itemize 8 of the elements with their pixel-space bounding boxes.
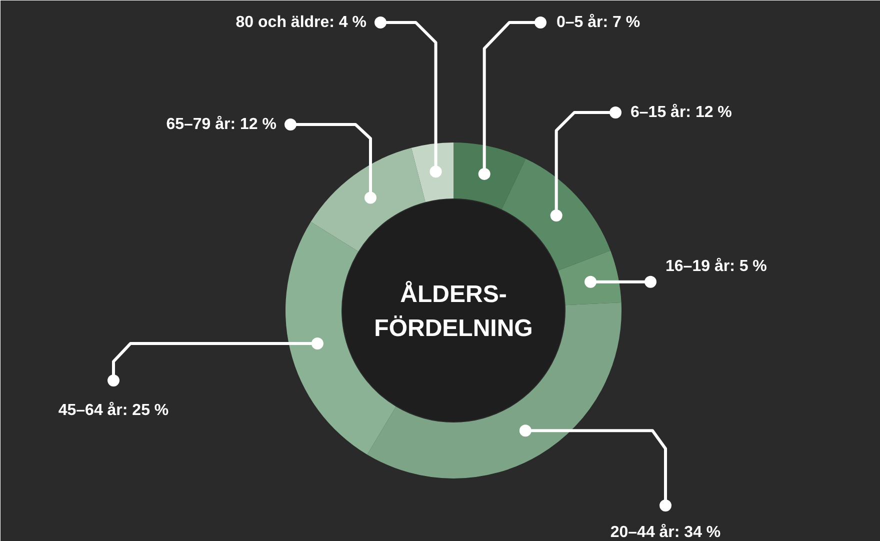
slice-label: 16–19 år: 5 % [666,257,767,275]
slice-label: 80 och äldre: 4 % [236,14,366,31]
text: ÅLDERS- FÖRDELNING [374,280,533,342]
slice-label: 0–5 år: 7 % [556,13,640,31]
slice-label: 65–79 år: 12 % [166,115,277,133]
slice-label: 20–44 år: 34 % [610,523,721,541]
slice-label: 45–64 år: 25 % [58,401,169,419]
slice-label: 6–15 år: 12 % [630,103,732,121]
